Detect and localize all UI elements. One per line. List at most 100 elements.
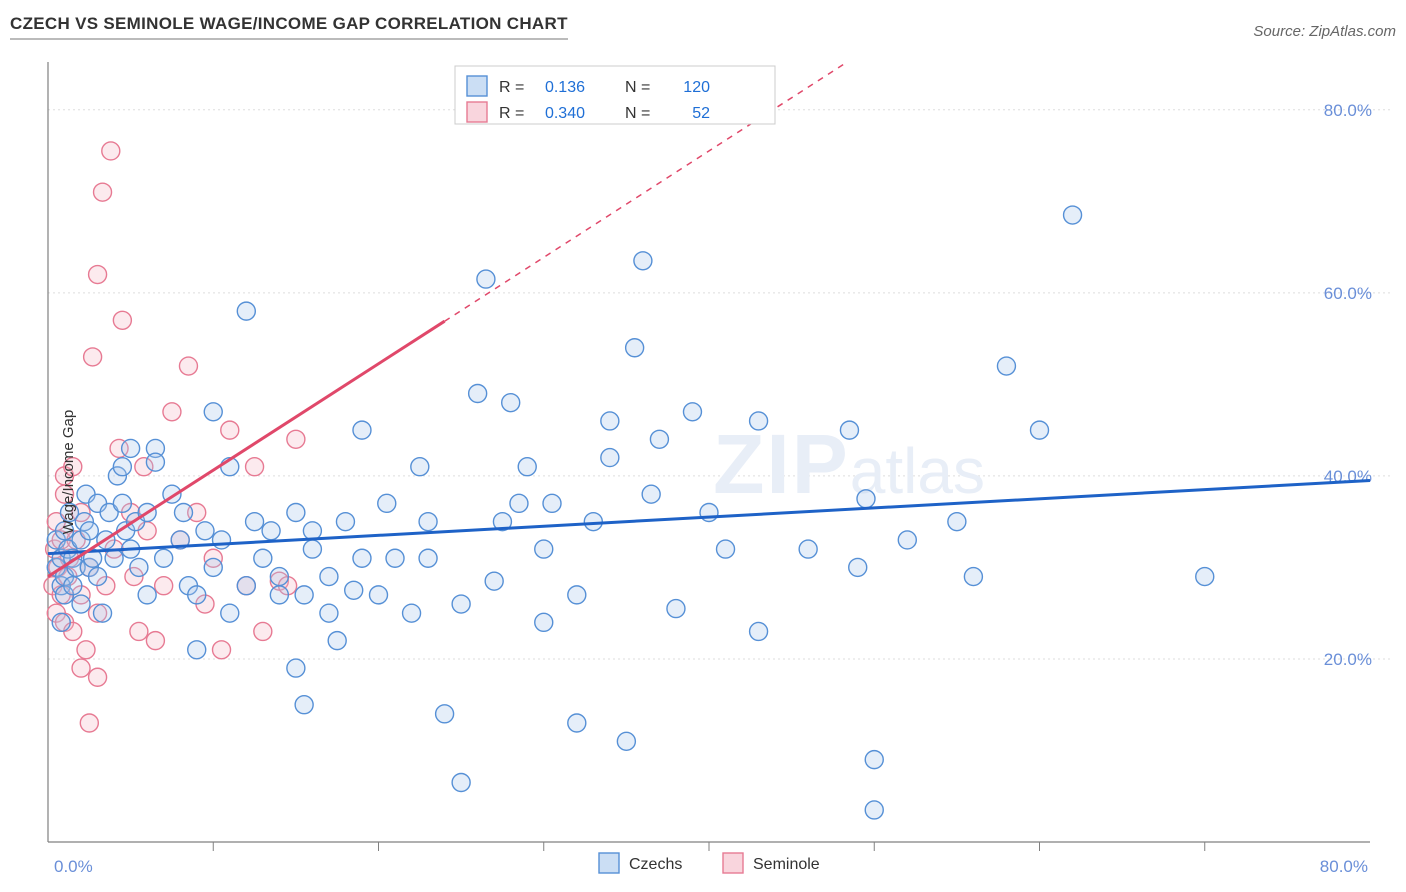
data-point (452, 774, 470, 792)
data-point (84, 348, 102, 366)
data-point (799, 540, 817, 558)
data-point (113, 311, 131, 329)
data-point (270, 586, 288, 604)
data-point (452, 595, 470, 613)
data-point (113, 494, 131, 512)
data-point (568, 714, 586, 732)
source-credit: Source: ZipAtlas.com (1253, 23, 1396, 40)
data-point (221, 604, 239, 622)
data-point (717, 540, 735, 558)
data-point (650, 430, 668, 448)
data-point (80, 714, 98, 732)
legend-swatch (467, 102, 487, 122)
x-axis-origin-label: 0.0% (54, 857, 93, 876)
data-point (485, 572, 503, 590)
data-point (146, 632, 164, 650)
data-point (188, 641, 206, 659)
legend-r-value: 0.136 (545, 79, 585, 96)
data-point (89, 266, 107, 284)
data-point (849, 558, 867, 576)
data-point (146, 453, 164, 471)
legend-swatch (723, 853, 743, 873)
data-point (262, 522, 280, 540)
data-point (303, 522, 321, 540)
data-point (270, 568, 288, 586)
data-point (287, 659, 305, 677)
data-point (345, 581, 363, 599)
data-point (77, 641, 95, 659)
data-point (163, 403, 181, 421)
data-point (997, 357, 1015, 375)
data-point (353, 549, 371, 567)
data-point (320, 568, 338, 586)
data-point (287, 503, 305, 521)
data-point (94, 604, 112, 622)
data-point (237, 302, 255, 320)
data-point (419, 513, 437, 531)
legend-n-value: 52 (692, 105, 710, 122)
data-point (477, 270, 495, 288)
data-point (1196, 568, 1214, 586)
data-point (419, 549, 437, 567)
x-axis-max-label: 80.0% (1320, 857, 1368, 876)
data-point (601, 412, 619, 430)
data-point (964, 568, 982, 586)
data-point (948, 513, 966, 531)
data-point (865, 801, 883, 819)
data-point (510, 494, 528, 512)
data-point (179, 357, 197, 375)
data-point (155, 577, 173, 595)
data-point (196, 522, 214, 540)
data-point (155, 549, 173, 567)
data-point (122, 439, 140, 457)
data-point (370, 586, 388, 604)
data-point (328, 632, 346, 650)
data-point (72, 595, 90, 613)
legend-series-label: Seminole (753, 856, 820, 873)
data-point (502, 394, 520, 412)
data-point (295, 696, 313, 714)
data-point (857, 490, 875, 508)
data-point (750, 412, 768, 430)
data-point (72, 659, 90, 677)
data-point (89, 568, 107, 586)
data-point (221, 421, 239, 439)
data-point (865, 751, 883, 769)
data-point (626, 339, 644, 357)
legend-swatch (599, 853, 619, 873)
data-point (52, 613, 70, 631)
data-point (204, 403, 222, 421)
data-point (287, 430, 305, 448)
data-point (254, 549, 272, 567)
data-point (303, 540, 321, 558)
legend-n-label: N = (625, 79, 650, 96)
legend-series-label: Czechs (629, 856, 682, 873)
data-point (411, 458, 429, 476)
legend-r-value: 0.340 (545, 105, 585, 122)
data-point (80, 522, 98, 540)
data-point (175, 503, 193, 521)
legend-swatch (467, 76, 487, 96)
data-point (295, 586, 313, 604)
data-point (683, 403, 701, 421)
data-point (213, 531, 231, 549)
y-tick-label: 80.0% (1324, 101, 1372, 120)
y-tick-label: 60.0% (1324, 284, 1372, 303)
data-point (246, 513, 264, 531)
data-point (601, 449, 619, 467)
data-point (436, 705, 454, 723)
data-point (617, 732, 635, 750)
data-point (1031, 421, 1049, 439)
data-point (336, 513, 354, 531)
correlation-scatter-chart: ZIPatlas0.0%80.0%20.0%40.0%60.0%80.0%R =… (0, 52, 1406, 892)
data-point (378, 494, 396, 512)
data-point (535, 540, 553, 558)
legend-n-value: 120 (683, 79, 710, 96)
data-point (130, 622, 148, 640)
data-point (353, 421, 371, 439)
data-point (188, 586, 206, 604)
data-point (386, 549, 404, 567)
data-point (130, 558, 148, 576)
legend-r-label: R = (499, 105, 524, 122)
data-point (102, 142, 120, 160)
